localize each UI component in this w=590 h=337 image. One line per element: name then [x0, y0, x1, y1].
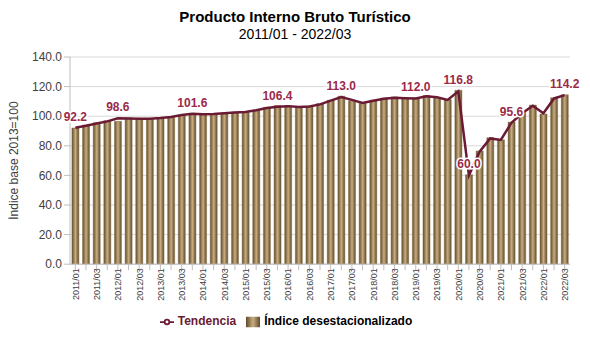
html-text:Producto Interno Bruto Turísti: Producto Interno Bruto Turístico [179, 8, 411, 25]
svg-text:2018/01: 2018/01 [369, 268, 379, 301]
svg-text:114.2: 114.2 [550, 77, 580, 91]
svg-text:112.0: 112.0 [401, 80, 431, 94]
svg-text:100.0: 100.0 [32, 109, 62, 123]
html-text:Índice desestacionalizado: Índice desestacionalizado [264, 314, 413, 329]
svg-text:2019/01: 2019/01 [411, 268, 421, 301]
svg-text:2015/01: 2015/01 [241, 268, 251, 301]
svg-text:2020/01: 2020/01 [454, 268, 464, 301]
svg-text:2014/01: 2014/01 [198, 268, 208, 301]
svg-text:80.0: 80.0 [39, 139, 63, 153]
svg-text:120.0: 120.0 [32, 80, 62, 94]
svg-text:2012/01: 2012/01 [113, 268, 123, 301]
html-text:2011/01 - 2022/03: 2011/01 - 2022/03 [238, 26, 352, 42]
svg-text:2015/03: 2015/03 [262, 268, 272, 301]
svg-text:60.0: 60.0 [457, 157, 481, 171]
svg-text:95.6: 95.6 [500, 105, 524, 119]
html-text:Tendencia: Tendencia [177, 314, 237, 329]
svg-text:2017/01: 2017/01 [326, 268, 336, 301]
svg-text:106.4: 106.4 [262, 89, 292, 103]
svg-text:60.0: 60.0 [39, 169, 63, 183]
svg-text:140.0: 140.0 [32, 50, 62, 64]
svg-text:2011/03: 2011/03 [92, 268, 102, 300]
svg-text:2011/01: 2011/01 [71, 268, 81, 300]
svg-text:2012/03: 2012/03 [135, 268, 145, 301]
svg-text:2013/01: 2013/01 [156, 268, 166, 301]
svg-text:116.8: 116.8 [444, 73, 474, 87]
svg-text:2022/03: 2022/03 [560, 268, 570, 301]
svg-text:98.6: 98.6 [106, 100, 130, 114]
svg-text:2021/03: 2021/03 [518, 268, 528, 301]
svg-text:2021/01: 2021/01 [496, 268, 506, 301]
svg-text:2019/03: 2019/03 [432, 268, 442, 301]
svg-text:2018/03: 2018/03 [390, 268, 400, 301]
svg-text:92.2: 92.2 [64, 110, 88, 124]
svg-text:40.0: 40.0 [39, 198, 63, 212]
svg-text:2014/03: 2014/03 [220, 268, 230, 301]
svg-text:2016/03: 2016/03 [305, 268, 315, 301]
svg-text:2016/01: 2016/01 [283, 268, 293, 301]
svg-text:2017/03: 2017/03 [347, 268, 357, 301]
svg-text:101.6: 101.6 [177, 96, 207, 110]
svg-text:2013/03: 2013/03 [177, 268, 187, 301]
svg-text:2020/03: 2020/03 [475, 268, 485, 301]
svg-text:2022/01: 2022/01 [539, 268, 549, 301]
svg-text:Índice base 2013=100: Índice base 2013=100 [8, 101, 21, 220]
svg-text:113.0: 113.0 [327, 79, 357, 93]
svg-text:20.0: 20.0 [39, 228, 63, 242]
svg-text:0.0: 0.0 [45, 257, 62, 271]
